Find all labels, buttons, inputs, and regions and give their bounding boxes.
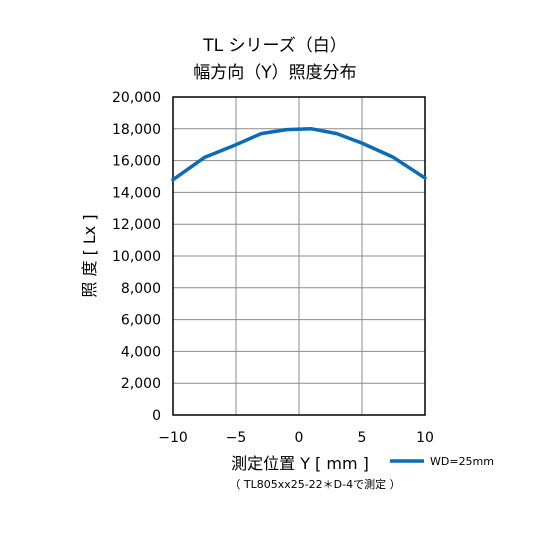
measurement-note: （ TL805xx25-22＊D-4で測定 ） <box>229 477 400 491</box>
y-tick-label: 18,000 <box>112 122 161 138</box>
y-tick-label: 2,000 <box>121 376 161 392</box>
x-tick-label: 0 <box>295 430 304 446</box>
series-lines <box>171 127 427 182</box>
x-tick-label: −5 <box>226 430 247 446</box>
y-axis-title: 照 度 [ Lx ] <box>80 214 99 297</box>
legend-label-wd25: WD=25mm <box>430 455 494 468</box>
y-tick-label: 16,000 <box>112 154 161 170</box>
chart-title-line-1: TL シリーズ（白） <box>203 36 347 56</box>
series-line-wd25 <box>171 127 427 182</box>
grid <box>173 97 425 415</box>
y-tick-label: 6,000 <box>121 313 161 329</box>
x-tick-label: 10 <box>416 430 434 446</box>
y-tick-label: 12,000 <box>112 217 161 233</box>
y-tick-label: 20,000 <box>112 90 161 106</box>
y-tick-label: 10,000 <box>112 249 161 265</box>
y-axis-tick-labels: 0 2,000 4,000 6,000 8,000 10,000 12,000 14,000 1… <box>112 90 161 424</box>
x-tick-label: −10 <box>158 430 188 446</box>
y-tick-label: 14,000 <box>112 185 161 201</box>
legend: WD=25mm <box>390 455 494 468</box>
y-tick-label: 0 <box>152 408 161 424</box>
y-tick-label: 8,000 <box>121 281 161 297</box>
x-axis-title: 測定位置 Y [ mm ] <box>231 454 369 473</box>
plot-area-frame <box>172 96 426 416</box>
x-tick-label: 5 <box>358 430 367 446</box>
y-tick-label: 4,000 <box>121 344 161 360</box>
chart-title-line-2: 幅方向（Y）照度分布 <box>193 63 357 83</box>
x-axis-tick-labels: −10 −5 0 5 10 <box>158 430 434 446</box>
